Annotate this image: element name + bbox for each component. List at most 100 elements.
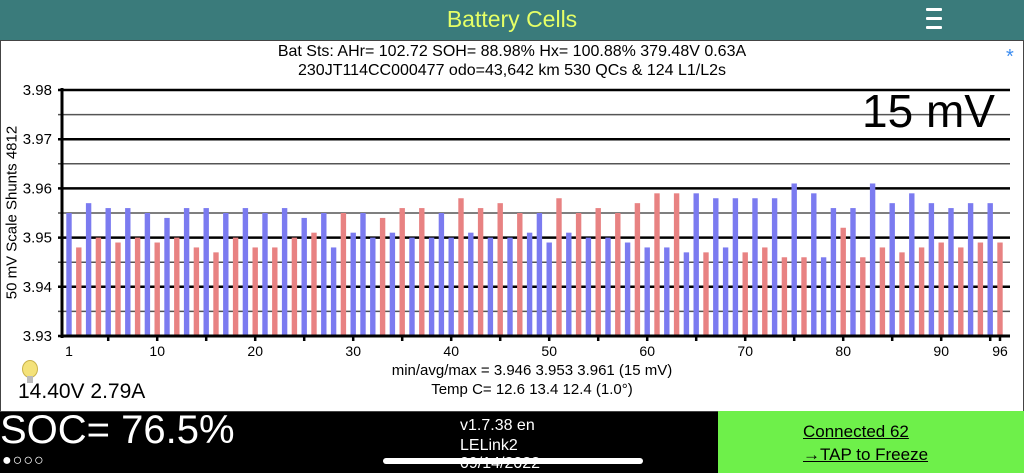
bar-cell-13 bbox=[183, 208, 190, 336]
bar-cell-65 bbox=[693, 193, 699, 336]
x-tick-label: 96 bbox=[992, 343, 1008, 359]
bar-cell-42 bbox=[468, 232, 474, 336]
x-tick-label: 40 bbox=[443, 343, 459, 359]
home-indicator[interactable] bbox=[383, 458, 643, 464]
bar-cell-62 bbox=[664, 247, 670, 336]
bar-cell-18 bbox=[232, 237, 239, 336]
bar-cell-87 bbox=[909, 193, 915, 336]
bar-cell-58 bbox=[624, 242, 631, 336]
bar-cell-22 bbox=[272, 247, 278, 336]
bar-cell-96 bbox=[997, 242, 1003, 336]
bar-cell-91 bbox=[948, 208, 954, 336]
bar-cell-94 bbox=[977, 242, 984, 336]
bar-cell-31 bbox=[360, 213, 366, 336]
lightbulb-icon[interactable] bbox=[22, 360, 38, 383]
bar-cell-34 bbox=[389, 232, 396, 336]
bar-cell-74 bbox=[781, 257, 788, 336]
bar-cell-23 bbox=[281, 208, 288, 336]
bar-cell-38 bbox=[428, 237, 435, 336]
x-tick-label: 90 bbox=[933, 343, 949, 359]
x-tick-label: 60 bbox=[639, 343, 655, 359]
bar-cell-86 bbox=[899, 252, 905, 336]
bar-cell-19 bbox=[242, 208, 249, 336]
x-tick-label: 80 bbox=[835, 343, 851, 359]
y-tick-label: 3.96 bbox=[23, 180, 52, 197]
bar-cell-49 bbox=[536, 213, 543, 336]
cell-voltage-chart[interactable]: 3.93 3.94 3.95 3.96 3.97 3.98 1 10 20 30 40 50 60 70 8… bbox=[0, 0, 1024, 380]
bar-cell-78 bbox=[820, 257, 827, 336]
soc-readout: SOC= 76.5% bbox=[0, 408, 235, 452]
scale-label[interactable]: 15 mV bbox=[862, 85, 995, 137]
x-tick-label: 50 bbox=[541, 343, 557, 359]
bar-cell-5 bbox=[105, 208, 111, 336]
bar-cell-41 bbox=[458, 198, 464, 336]
bar-cell-72 bbox=[762, 247, 768, 336]
bar-cell-88 bbox=[918, 247, 925, 336]
bar-cell-68 bbox=[722, 247, 729, 336]
bar-cell-21 bbox=[262, 213, 268, 336]
bar-cell-6 bbox=[115, 242, 121, 336]
bar-cell-77 bbox=[811, 193, 817, 336]
bar-cell-95 bbox=[987, 203, 993, 336]
bar-cell-71 bbox=[752, 198, 758, 336]
bar-cell-59 bbox=[634, 203, 641, 336]
min-avg-max: min/avg/max = 3.946 3.953 3.961 (15 mV) bbox=[391, 362, 673, 379]
bar-cell-69 bbox=[732, 198, 739, 336]
bar-cell-55 bbox=[595, 208, 601, 336]
bar-cell-35 bbox=[399, 208, 405, 336]
bar-cell-83 bbox=[869, 183, 876, 336]
bar-cell-17 bbox=[223, 213, 229, 336]
bar-cell-30 bbox=[350, 232, 356, 336]
y-axis-label: 50 mV Scale Shunts 4812 bbox=[3, 125, 21, 300]
bar-cell-29 bbox=[340, 213, 347, 336]
bar-cell-79 bbox=[830, 208, 837, 336]
bar-cell-33 bbox=[379, 217, 386, 336]
bar-cell-63 bbox=[673, 193, 680, 336]
bar-cell-60 bbox=[644, 247, 650, 336]
bar-cell-84 bbox=[879, 247, 886, 336]
bar-cell-50 bbox=[546, 242, 552, 336]
bar-cell-9 bbox=[144, 213, 151, 336]
bar-cell-20 bbox=[252, 247, 258, 336]
bar-cell-25 bbox=[301, 217, 307, 336]
bluetooth-star-icon[interactable]: * bbox=[1006, 46, 1014, 68]
y-tick-label: 3.94 bbox=[23, 279, 52, 296]
x-tick-label: 70 bbox=[737, 343, 753, 359]
bar-cell-64 bbox=[683, 252, 690, 336]
adapter-name: LELink2 bbox=[460, 437, 518, 454]
bar-cell-81 bbox=[850, 208, 856, 336]
bar-cell-70 bbox=[742, 252, 748, 336]
bar-cell-43 bbox=[477, 208, 484, 336]
tap-to-freeze-link[interactable]: →TAP to Freeze bbox=[803, 445, 929, 464]
bar-cell-66 bbox=[703, 252, 709, 336]
bar-cell-36 bbox=[409, 237, 415, 336]
bar-cell-92 bbox=[958, 247, 964, 336]
bar-cell-53 bbox=[575, 213, 582, 336]
aux-battery: 14.40V 2.79A bbox=[18, 380, 146, 403]
temperature: Temp C= 12.6 13.4 12.4 (1.0°) bbox=[431, 381, 633, 398]
version: v1.7.38 en bbox=[460, 417, 535, 434]
bar-cell-90 bbox=[938, 242, 944, 336]
bar-cell-26 bbox=[311, 232, 317, 336]
bar-cell-8 bbox=[134, 237, 141, 336]
battery-status-line: Bat Sts: AHr= 102.72 SOH= 88.98% Hx= 100… bbox=[277, 43, 747, 60]
bar-cell-3 bbox=[85, 203, 92, 336]
hamburger-icon[interactable] bbox=[926, 8, 942, 34]
x-tick-label: 20 bbox=[247, 343, 263, 359]
connection-box[interactable]: Connected 62 →TAP to Freeze bbox=[718, 411, 1024, 473]
bar-cell-67 bbox=[713, 198, 719, 336]
bar-cell-46 bbox=[507, 237, 513, 336]
x-tick-label: 30 bbox=[345, 343, 361, 359]
header-bar: Battery Cells bbox=[0, 0, 1024, 40]
bar-cell-75 bbox=[791, 183, 797, 336]
x-tick-label: 10 bbox=[149, 343, 165, 359]
bar-cell-48 bbox=[526, 232, 533, 336]
page-dots[interactable]: ●○○○ bbox=[2, 452, 45, 469]
y-tick-label: 3.97 bbox=[23, 131, 52, 148]
vehicle-info-line: 230JT114CC000477 odo=43,642 km 530 QCs &… bbox=[298, 62, 726, 79]
connected-link[interactable]: Connected 62 bbox=[803, 422, 909, 441]
y-tick-label: 3.93 bbox=[23, 328, 52, 345]
bar-cell-32 bbox=[370, 237, 376, 336]
x-tick-label: 1 bbox=[65, 343, 73, 359]
bar-cell-56 bbox=[605, 237, 611, 336]
